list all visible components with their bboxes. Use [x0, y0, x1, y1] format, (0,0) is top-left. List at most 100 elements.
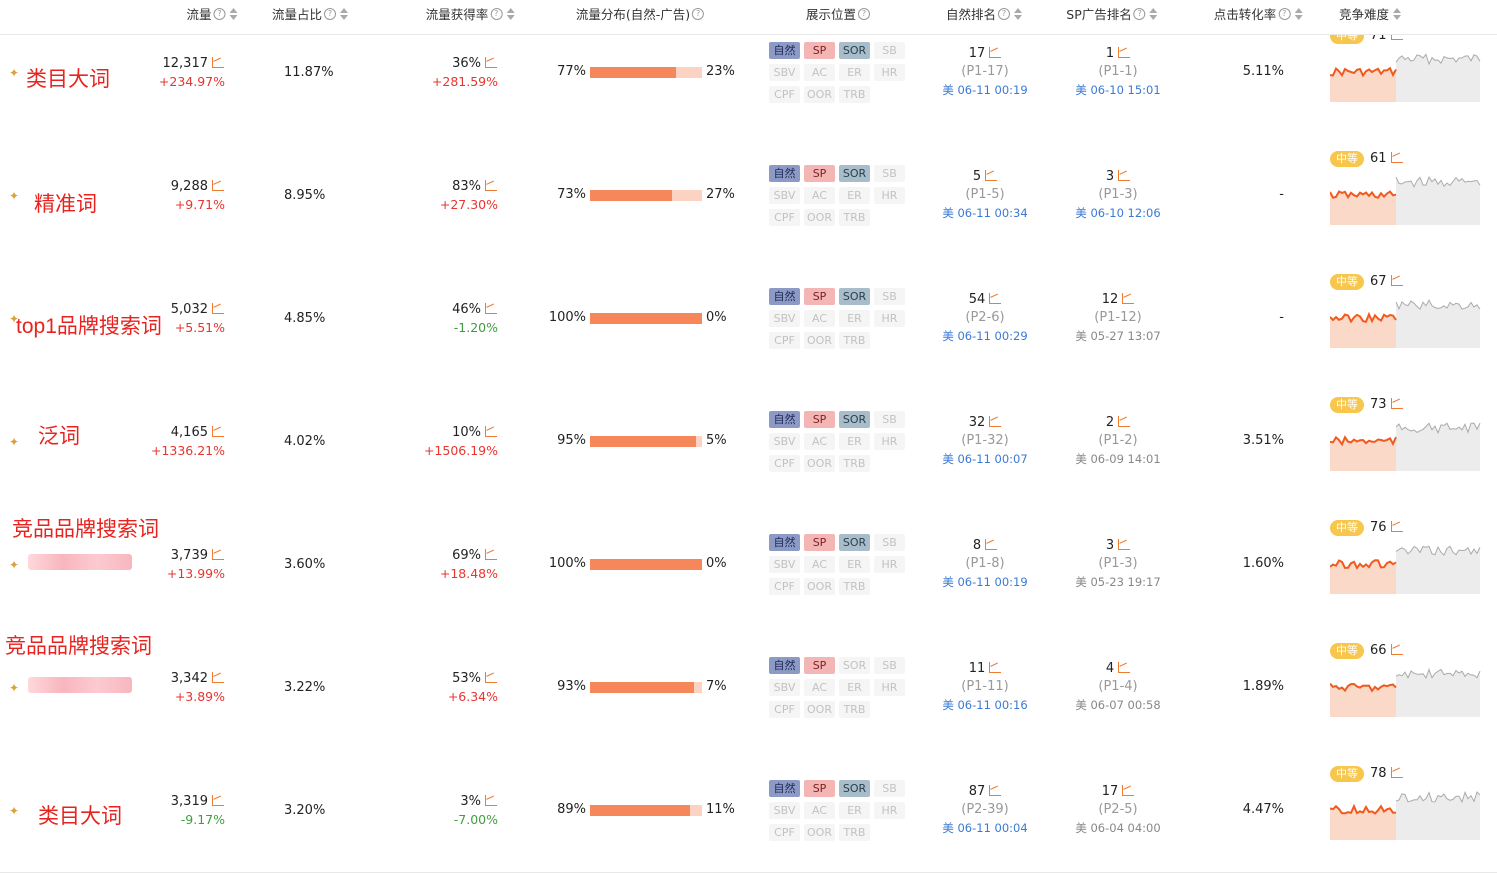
sort-down-icon: [506, 14, 515, 20]
column-header[interactable]: 自然排名?: [946, 4, 1023, 23]
sort-up-icon: [1294, 7, 1303, 13]
placement-tag: SBV: [769, 64, 800, 81]
sp-rank-number: 2: [1105, 415, 1115, 430]
keyword-type-icon: ✦: [9, 558, 20, 572]
sort-icon[interactable]: [229, 7, 238, 20]
trend-chart-icon[interactable]: [485, 549, 497, 560]
table-row[interactable]: ✦ 精准词 9,288 +9.71% 8.95% 83% +27.30% 73% 27% 自然 SP…: [0, 134, 1497, 258]
traffic-change: +1336.21%: [150, 443, 225, 458]
traffic-distribution-bar: [590, 805, 702, 816]
trend-chart-icon[interactable]: [989, 47, 1002, 58]
ad-percent: 0%: [706, 310, 727, 325]
trend-chart-icon[interactable]: [212, 426, 224, 437]
table-row[interactable]: ✦ top1品牌搜索词 5,032 +5.51% 4.85% 46% -1.20% 100% 0…: [0, 257, 1497, 381]
help-icon[interactable]: ?: [1133, 7, 1146, 20]
difficulty-trend-chart: [1330, 299, 1481, 348]
trend-chart-icon[interactable]: [212, 672, 224, 683]
sort-icon[interactable]: [340, 7, 349, 20]
help-icon[interactable]: ?: [858, 7, 871, 20]
trend-chart-icon[interactable]: [485, 672, 497, 683]
sort-icon[interactable]: [1149, 7, 1158, 20]
help-icon[interactable]: ?: [490, 7, 503, 20]
trend-chart-icon[interactable]: [212, 549, 224, 560]
trend-line-orange: [1330, 66, 1397, 78]
column-header[interactable]: 流量获得率?: [426, 4, 515, 23]
difficulty-chart-wrap: [0, 661, 1481, 717]
sort-up-icon: [506, 7, 515, 13]
column-header[interactable]: 点击转化率?: [1214, 4, 1303, 23]
trend-chart-icon[interactable]: [1390, 398, 1403, 409]
ad-percent: 27%: [706, 187, 735, 202]
trend-chart-icon[interactable]: [1118, 539, 1131, 550]
table-header: 流量? 流量占比? 流量获得率? 流量分布(自然-广告)? 展示位置? 自然排名? SP广告…: [0, 0, 1497, 35]
trend-chart-icon[interactable]: [212, 180, 224, 191]
placement-tag: TRB: [839, 824, 870, 841]
trend-chart-icon[interactable]: [985, 539, 998, 550]
help-icon[interactable]: ?: [324, 7, 337, 20]
keyword-annotation: 类目大词: [38, 805, 122, 828]
help-icon[interactable]: ?: [213, 7, 226, 20]
trend-chart-icon[interactable]: [485, 180, 497, 191]
sort-icon[interactable]: [1393, 7, 1402, 20]
gain-rate-change: +281.59%: [431, 74, 498, 89]
table-row[interactable]: ✦ 竞品品牌搜索词 3,739 +13.99% 3.60% 69% +18.48% 100% 0…: [0, 503, 1497, 627]
column-header[interactable]: SP广告排名?: [1066, 4, 1158, 23]
sp-rank-time: 美 05-23 19:17: [1075, 575, 1161, 589]
trend-chart-icon[interactable]: [985, 170, 998, 181]
gain-rate: 69%: [452, 548, 497, 563]
help-icon[interactable]: ?: [1278, 7, 1291, 20]
natural-rank-page: (P2-39): [961, 802, 1009, 817]
column-header[interactable]: 流量分布(自然-广告)?: [576, 4, 705, 23]
trend-chart-icon[interactable]: [1122, 785, 1135, 796]
column-header[interactable]: 流量占比?: [272, 4, 349, 23]
placement-tag: CPF: [769, 455, 800, 472]
trend-chart-icon[interactable]: [212, 795, 224, 806]
trend-chart-icon[interactable]: [485, 426, 497, 437]
trend-chart-icon[interactable]: [989, 416, 1002, 427]
trend-chart-icon[interactable]: [1390, 152, 1403, 163]
sp-rank-number: 4: [1105, 661, 1115, 676]
trend-chart-icon[interactable]: [989, 785, 1002, 796]
table-row[interactable]: ✦ 竞品品牌搜索词 3,342 +3.89% 3.22% 53% +6.34% 93% 7% 自然…: [0, 626, 1497, 750]
table-row[interactable]: ✦ 泛词 4,165 +1336.21% 4.02% 10% +1506.19% 95% 5% 自…: [0, 380, 1497, 504]
trend-chart-icon[interactable]: [1118, 170, 1131, 181]
traffic-share: 3.20%: [284, 803, 326, 818]
placement-tag: 自然: [769, 165, 800, 182]
trend-chart-icon[interactable]: [485, 57, 497, 68]
placement-tag: SP: [804, 288, 835, 305]
traffic-distribution-bar: [590, 190, 702, 201]
traffic-value: 3,739: [171, 548, 224, 563]
trend-chart-icon[interactable]: [989, 293, 1002, 304]
trend-chart-icon[interactable]: [1122, 293, 1135, 304]
trend-chart-icon[interactable]: [1390, 521, 1403, 532]
difficulty-score-number: 61: [1370, 151, 1387, 166]
sort-icon[interactable]: [506, 7, 515, 20]
trend-chart-icon[interactable]: [212, 57, 224, 68]
traffic-number: 5,032: [170, 302, 208, 317]
trend-chart-icon[interactable]: [1118, 47, 1131, 58]
trend-chart-icon[interactable]: [1390, 275, 1403, 286]
column-header[interactable]: 竞争难度: [1339, 4, 1402, 23]
trend-chart-icon[interactable]: [1118, 416, 1131, 427]
trend-line-orange: [1330, 311, 1397, 324]
trend-chart-icon[interactable]: [485, 795, 497, 806]
column-header[interactable]: 展示位置?: [806, 4, 871, 23]
trend-chart-icon[interactable]: [212, 303, 224, 314]
trend-line-gray: [1395, 545, 1481, 556]
placement-tag: AC: [804, 433, 835, 450]
trend-chart-icon[interactable]: [1390, 644, 1403, 655]
trend-chart-icon[interactable]: [485, 303, 497, 314]
trend-chart-icon[interactable]: [1390, 767, 1403, 778]
help-icon[interactable]: ?: [692, 7, 705, 20]
placement-tag: HR: [874, 556, 905, 573]
trend-chart-icon[interactable]: [989, 662, 1002, 673]
placement-tag: TRB: [839, 209, 870, 226]
column-header[interactable]: 流量?: [186, 4, 238, 23]
sort-icon[interactable]: [1294, 7, 1303, 20]
table-row[interactable]: ✦ 类目大词 3,319 -9.17% 3.20% 3% -7.00% 89% 11% 自然 SP S…: [0, 749, 1497, 873]
trend-line-orange: [1330, 435, 1397, 447]
placement-tag: SBV: [769, 187, 800, 204]
sort-icon[interactable]: [1014, 7, 1023, 20]
help-icon[interactable]: ?: [998, 7, 1011, 20]
trend-chart-icon[interactable]: [1118, 662, 1131, 673]
